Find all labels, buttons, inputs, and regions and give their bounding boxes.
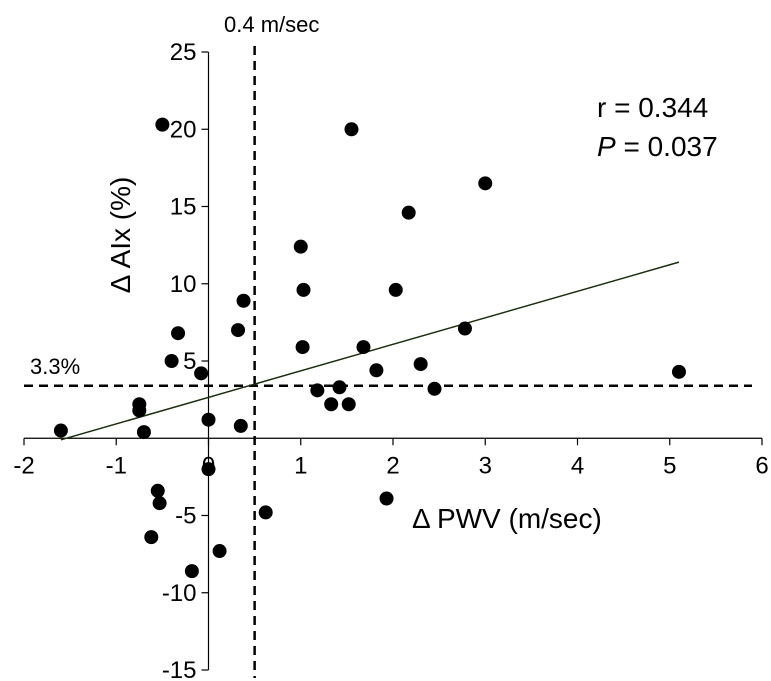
scatter-point: [212, 544, 227, 559]
p-value: = 0.037: [616, 131, 718, 162]
scatter-point: [478, 176, 493, 191]
regression-line: [60, 261, 680, 441]
y-tick-label: 15: [170, 194, 197, 221]
scatter-point: [413, 357, 428, 372]
y-tick-label: 5: [183, 348, 196, 375]
scatter-point: [295, 340, 310, 355]
x-tick-label: 1: [294, 452, 307, 479]
y-tick-label: -10: [162, 580, 197, 607]
scatter-point: [201, 412, 216, 427]
p-symbol: P: [597, 131, 616, 162]
y-tick-label: -5: [175, 503, 196, 530]
x-tick-label: -1: [106, 452, 127, 479]
correlation-r-text: r = 0.344: [597, 92, 708, 123]
scatter-point: [136, 425, 151, 440]
x-tick-label: 6: [755, 452, 768, 479]
correlation-p-text: P = 0.037: [597, 131, 718, 162]
scatter-point: [296, 282, 311, 297]
scatter-point: [388, 282, 403, 297]
data-points: [53, 117, 686, 579]
scatter-point: [344, 122, 359, 137]
scatter-point: [258, 505, 273, 520]
scatter-point: [401, 205, 416, 220]
scatter-point: [171, 326, 186, 341]
labels: Δ PWV (m/sec) Δ AIx (%) 0.4 m/sec 3.3% r…: [30, 12, 718, 534]
threshold-lines: [24, 46, 752, 678]
scatter-point: [231, 323, 246, 338]
y-tick-label: 10: [170, 271, 197, 298]
scatter-point: [310, 383, 325, 398]
scatter-point: [379, 491, 394, 506]
scatter-point: [427, 381, 442, 396]
scatter-point: [324, 397, 339, 412]
scatter-point: [293, 239, 308, 254]
x-tick-label: 2: [386, 452, 399, 479]
scatter-point: [341, 397, 356, 412]
y-tick-label: -15: [162, 657, 197, 681]
scatter-point: [236, 293, 251, 308]
scatter-point: [132, 403, 147, 418]
scatter-point: [332, 380, 347, 395]
scatter-point: [152, 496, 167, 511]
scatter-point: [155, 117, 170, 132]
scatter-point: [457, 321, 472, 336]
y-tick-label: 25: [170, 39, 197, 66]
x-tick-label: 4: [571, 452, 584, 479]
regression-line-group: [60, 261, 680, 441]
scatter-point: [369, 363, 384, 378]
scatter-point: [164, 354, 179, 368]
y-tick-label: 20: [170, 116, 197, 143]
vertical-threshold-label: 0.4 m/sec: [224, 12, 319, 37]
x-tick-label: 3: [479, 452, 492, 479]
scatter-point: [144, 530, 159, 545]
scatter-point: [233, 418, 248, 433]
scatter-point: [53, 423, 68, 438]
y-axis-title: Δ AIx (%): [105, 177, 136, 294]
scatter-point: [194, 366, 209, 381]
x-tick-label: -2: [13, 452, 34, 479]
scatter-point: [201, 462, 216, 477]
scatter-point: [356, 340, 371, 355]
x-tick-label: 5: [663, 452, 676, 479]
x-axis-title: Δ PWV (m/sec): [412, 503, 602, 534]
scatter-point: [184, 564, 199, 579]
scatter-point: [150, 483, 165, 498]
horizontal-threshold-label: 3.3%: [30, 354, 80, 379]
scatter-point: [671, 364, 686, 379]
